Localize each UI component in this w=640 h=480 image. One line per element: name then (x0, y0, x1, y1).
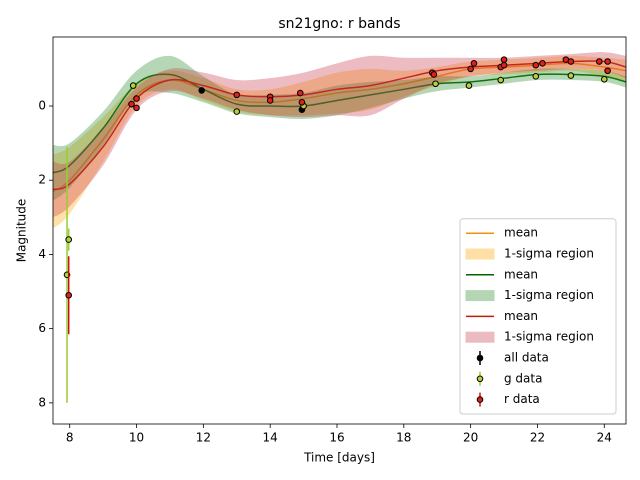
legend-marker (476, 396, 484, 403)
legend-label: all data (504, 351, 549, 365)
data-point (296, 89, 304, 97)
data-point (133, 104, 140, 112)
legend-swatch (465, 248, 495, 260)
x-tick-label: 20 (463, 431, 478, 445)
legend-label: 1-sigma region (504, 330, 594, 344)
legend: mean 1-sigma region mean 1-sigma region mean… (459, 218, 617, 415)
chart-title: sn21gno: r bands (278, 16, 400, 32)
data-point (539, 60, 546, 67)
legend-label: g data (504, 371, 542, 385)
y-tick-label: 2 (38, 173, 46, 187)
axes-frame (52, 36, 627, 425)
data-point (567, 72, 575, 79)
data-point (233, 108, 241, 115)
data-point (600, 75, 608, 83)
data-point (266, 97, 274, 104)
data-point (595, 58, 603, 65)
y-tick-label: 6 (38, 321, 46, 335)
data-point (65, 291, 73, 299)
data-point (604, 58, 611, 65)
data-point (467, 65, 474, 73)
legend-label: r data (504, 392, 540, 406)
data-point (298, 99, 306, 106)
legend-swatch (465, 331, 495, 343)
data-point (432, 80, 439, 88)
data-point (567, 58, 575, 65)
data-point (500, 56, 508, 63)
data-point (532, 61, 540, 69)
x-tick-label: 22 (530, 431, 545, 445)
y-tick-label: 0 (38, 99, 46, 113)
data-point (65, 236, 73, 243)
y-tick-label: 4 (38, 247, 46, 261)
legend-label: mean (504, 267, 538, 281)
x-axis-label: Time [days] (303, 451, 375, 465)
y-axis-label: Magnitude (15, 199, 29, 263)
data-point (129, 82, 137, 89)
data-point (128, 100, 135, 108)
x-tick-label: 12 (196, 431, 211, 445)
x-tick-label: 16 (329, 431, 344, 445)
sigma-band (53, 55, 626, 201)
sigma-band (53, 55, 626, 229)
legend-swatch (465, 290, 495, 302)
x-tick-label: 18 (396, 431, 411, 445)
data-point (430, 71, 438, 78)
data-point (470, 60, 478, 67)
data-point (198, 87, 205, 94)
data-point (233, 91, 241, 99)
y-tick-label: 8 (38, 395, 46, 409)
sigma-band (53, 52, 626, 218)
data-point (604, 67, 611, 75)
plot-area (53, 52, 626, 403)
legend-label: 1-sigma region (504, 288, 594, 302)
data-point (500, 61, 508, 69)
data-point (532, 73, 540, 80)
x-tick-label: 10 (129, 431, 144, 445)
legend-marker (476, 375, 484, 383)
legend-label: 1-sigma region (504, 247, 594, 261)
data-point (465, 82, 473, 89)
legend-box (459, 218, 617, 415)
x-tick-label: 14 (263, 431, 278, 445)
data-point (497, 76, 505, 84)
data-point (133, 95, 140, 102)
x-tick-label: 24 (597, 431, 612, 445)
x-tick-label: 8 (66, 431, 74, 445)
legend-marker (476, 354, 484, 362)
legend-label: mean (504, 309, 538, 323)
legend-label: mean (504, 226, 538, 240)
